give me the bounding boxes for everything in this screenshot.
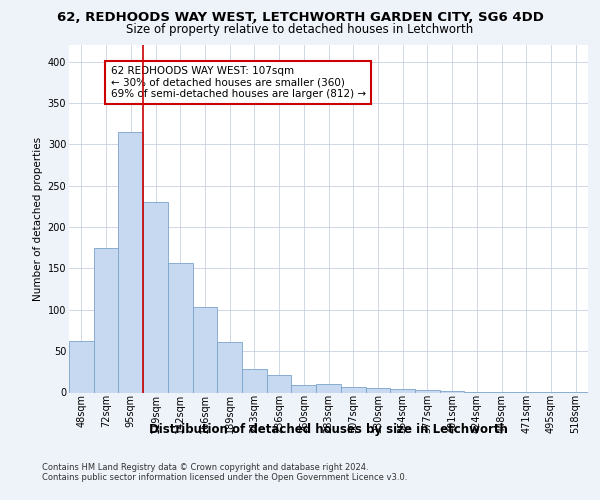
Y-axis label: Number of detached properties: Number of detached properties [34,136,43,301]
Text: 62 REDHOODS WAY WEST: 107sqm
← 30% of detached houses are smaller (360)
69% of s: 62 REDHOODS WAY WEST: 107sqm ← 30% of de… [110,66,365,99]
Bar [316,384,341,392]
Bar [341,386,365,392]
Text: Distribution of detached houses by size in Letchworth: Distribution of detached houses by size … [149,422,508,436]
Bar [118,132,143,392]
Text: 62, REDHOODS WAY WEST, LETCHWORTH GARDEN CITY, SG6 4DD: 62, REDHOODS WAY WEST, LETCHWORTH GARDEN… [56,11,544,24]
Bar [292,385,316,392]
Bar [193,308,217,392]
Bar [168,262,193,392]
Bar [217,342,242,392]
Bar [440,391,464,392]
Bar [69,341,94,392]
Bar [242,370,267,392]
Text: Size of property relative to detached houses in Letchworth: Size of property relative to detached ho… [127,22,473,36]
Bar [267,375,292,392]
Bar [94,248,118,392]
Bar [415,390,440,392]
Bar [390,389,415,392]
Text: Contains HM Land Registry data © Crown copyright and database right 2024.
Contai: Contains HM Land Registry data © Crown c… [42,462,407,482]
Bar [143,202,168,392]
Bar [365,388,390,392]
